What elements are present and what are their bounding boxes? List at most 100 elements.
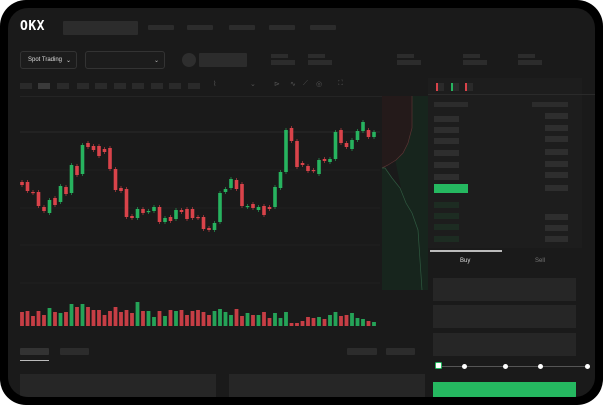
volume-bar bbox=[80, 304, 85, 326]
volume-bar bbox=[256, 315, 261, 326]
timeframe-button[interactable] bbox=[38, 83, 50, 89]
volume-bar bbox=[157, 311, 162, 326]
candle-body bbox=[372, 132, 376, 137]
timeframe-button[interactable] bbox=[188, 83, 200, 89]
candle-body bbox=[262, 206, 266, 215]
slider-handle[interactable] bbox=[435, 362, 442, 369]
ask-price bbox=[434, 174, 459, 180]
stat-label bbox=[308, 54, 325, 58]
volume-bar bbox=[278, 318, 283, 326]
slider-stop[interactable] bbox=[537, 363, 543, 369]
slider-stop[interactable] bbox=[461, 363, 467, 369]
tab-open-orders[interactable] bbox=[20, 348, 49, 355]
pair-dropdown[interactable]: ⌄ bbox=[85, 51, 165, 69]
candle-body bbox=[284, 130, 288, 172]
volume-bar bbox=[20, 312, 24, 326]
ask-size bbox=[545, 185, 568, 191]
nav-item[interactable] bbox=[229, 25, 255, 30]
slider-stop[interactable] bbox=[502, 363, 508, 369]
orderbook-both-icon[interactable] bbox=[436, 83, 444, 91]
order-card bbox=[229, 374, 425, 397]
volume-bar bbox=[190, 311, 195, 326]
volume-bar bbox=[152, 317, 156, 326]
candle-body bbox=[97, 146, 101, 156]
candle-body bbox=[333, 132, 338, 159]
total-input[interactable] bbox=[433, 333, 576, 356]
market-dropdown-label: Spot Trading bbox=[28, 57, 63, 63]
slider-stop[interactable] bbox=[584, 363, 590, 369]
nav-item[interactable] bbox=[269, 25, 295, 30]
okx-logo[interactable]: OKX bbox=[20, 19, 45, 34]
buy-button[interactable] bbox=[433, 382, 576, 397]
candle-body bbox=[141, 209, 145, 213]
order-card bbox=[20, 374, 216, 397]
toolbar-divider bbox=[20, 96, 440, 97]
volume-bar bbox=[64, 312, 68, 326]
timeframe-button[interactable] bbox=[132, 83, 144, 89]
candle-body bbox=[190, 209, 195, 218]
chevron-down-icon: ⌄ bbox=[66, 57, 72, 64]
coin-icon bbox=[182, 53, 196, 67]
nav-item[interactable] bbox=[148, 25, 174, 30]
volume-bar bbox=[212, 311, 217, 326]
tab-buy[interactable]: Buy bbox=[460, 258, 471, 264]
nav-item[interactable] bbox=[310, 25, 336, 30]
timeframe-button[interactable] bbox=[169, 83, 181, 89]
candle-body bbox=[75, 166, 79, 175]
volume-bar bbox=[333, 312, 338, 326]
volume-bar bbox=[328, 315, 332, 326]
volume-bar bbox=[25, 311, 30, 326]
app-screen: OKX Spot Trading ⌄ ⌄ ⌇ ⌄ ⊳ ∿ ⟋ ◎ ⛶ Buy Sell bbox=[8, 8, 595, 397]
candle-body bbox=[311, 170, 316, 172]
indicator-icon[interactable]: ⌇ bbox=[213, 81, 217, 88]
volume-bar bbox=[97, 310, 101, 326]
amount-slider-track[interactable] bbox=[440, 366, 588, 367]
timeframe-button[interactable] bbox=[95, 83, 107, 89]
tab-sell[interactable]: Sell bbox=[535, 258, 546, 264]
timeframe-button[interactable] bbox=[77, 83, 89, 89]
camera-icon[interactable]: ⟋ bbox=[303, 80, 308, 87]
draw-line-icon[interactable]: ⊳ bbox=[274, 81, 280, 88]
candle-body bbox=[146, 211, 151, 213]
volume-bar bbox=[339, 316, 343, 326]
candle-body bbox=[306, 166, 310, 171]
settings-icon[interactable]: ◎ bbox=[316, 81, 323, 88]
orderbook-asks-icon[interactable] bbox=[465, 83, 473, 91]
candle-body bbox=[361, 122, 365, 131]
pair-name bbox=[199, 53, 247, 67]
volume-bar bbox=[289, 323, 294, 326]
timeframe-button[interactable] bbox=[114, 83, 126, 89]
search-input[interactable] bbox=[63, 21, 138, 35]
price-input[interactable] bbox=[433, 278, 576, 301]
filter-button[interactable] bbox=[347, 348, 377, 355]
timeframe-button[interactable] bbox=[20, 83, 32, 89]
volume-bar bbox=[273, 313, 277, 326]
fullscreen-icon[interactable]: ⛶ bbox=[338, 80, 343, 87]
market-dropdown[interactable]: Spot Trading ⌄ bbox=[20, 51, 77, 69]
candle-body bbox=[344, 143, 349, 147]
ruler-icon[interactable]: ∿ bbox=[290, 81, 296, 88]
candle-body bbox=[234, 180, 239, 189]
timeframe-button[interactable] bbox=[151, 83, 163, 89]
volume-bar bbox=[372, 322, 376, 326]
volume-bar bbox=[141, 311, 145, 326]
candle-body bbox=[113, 169, 118, 190]
volume-bar bbox=[130, 313, 134, 326]
volume-bar bbox=[267, 318, 272, 326]
stat-label bbox=[518, 54, 535, 58]
candle-body bbox=[201, 217, 206, 229]
timeframe-button[interactable] bbox=[57, 83, 69, 89]
amount-input[interactable] bbox=[433, 305, 576, 328]
orderbook-bids-icon[interactable] bbox=[451, 83, 459, 91]
nav-item[interactable] bbox=[187, 25, 213, 30]
candle-type-icon[interactable]: ⌄ bbox=[250, 81, 256, 88]
volume-bar bbox=[240, 316, 244, 326]
volume-bar bbox=[174, 311, 178, 326]
candle-body bbox=[152, 207, 156, 211]
tab-order-history[interactable] bbox=[60, 348, 89, 355]
volume-bar bbox=[234, 309, 239, 326]
filter-button[interactable] bbox=[386, 348, 415, 355]
candle-body bbox=[102, 149, 107, 152]
volume-bar bbox=[58, 313, 63, 326]
stat-value bbox=[463, 60, 487, 65]
